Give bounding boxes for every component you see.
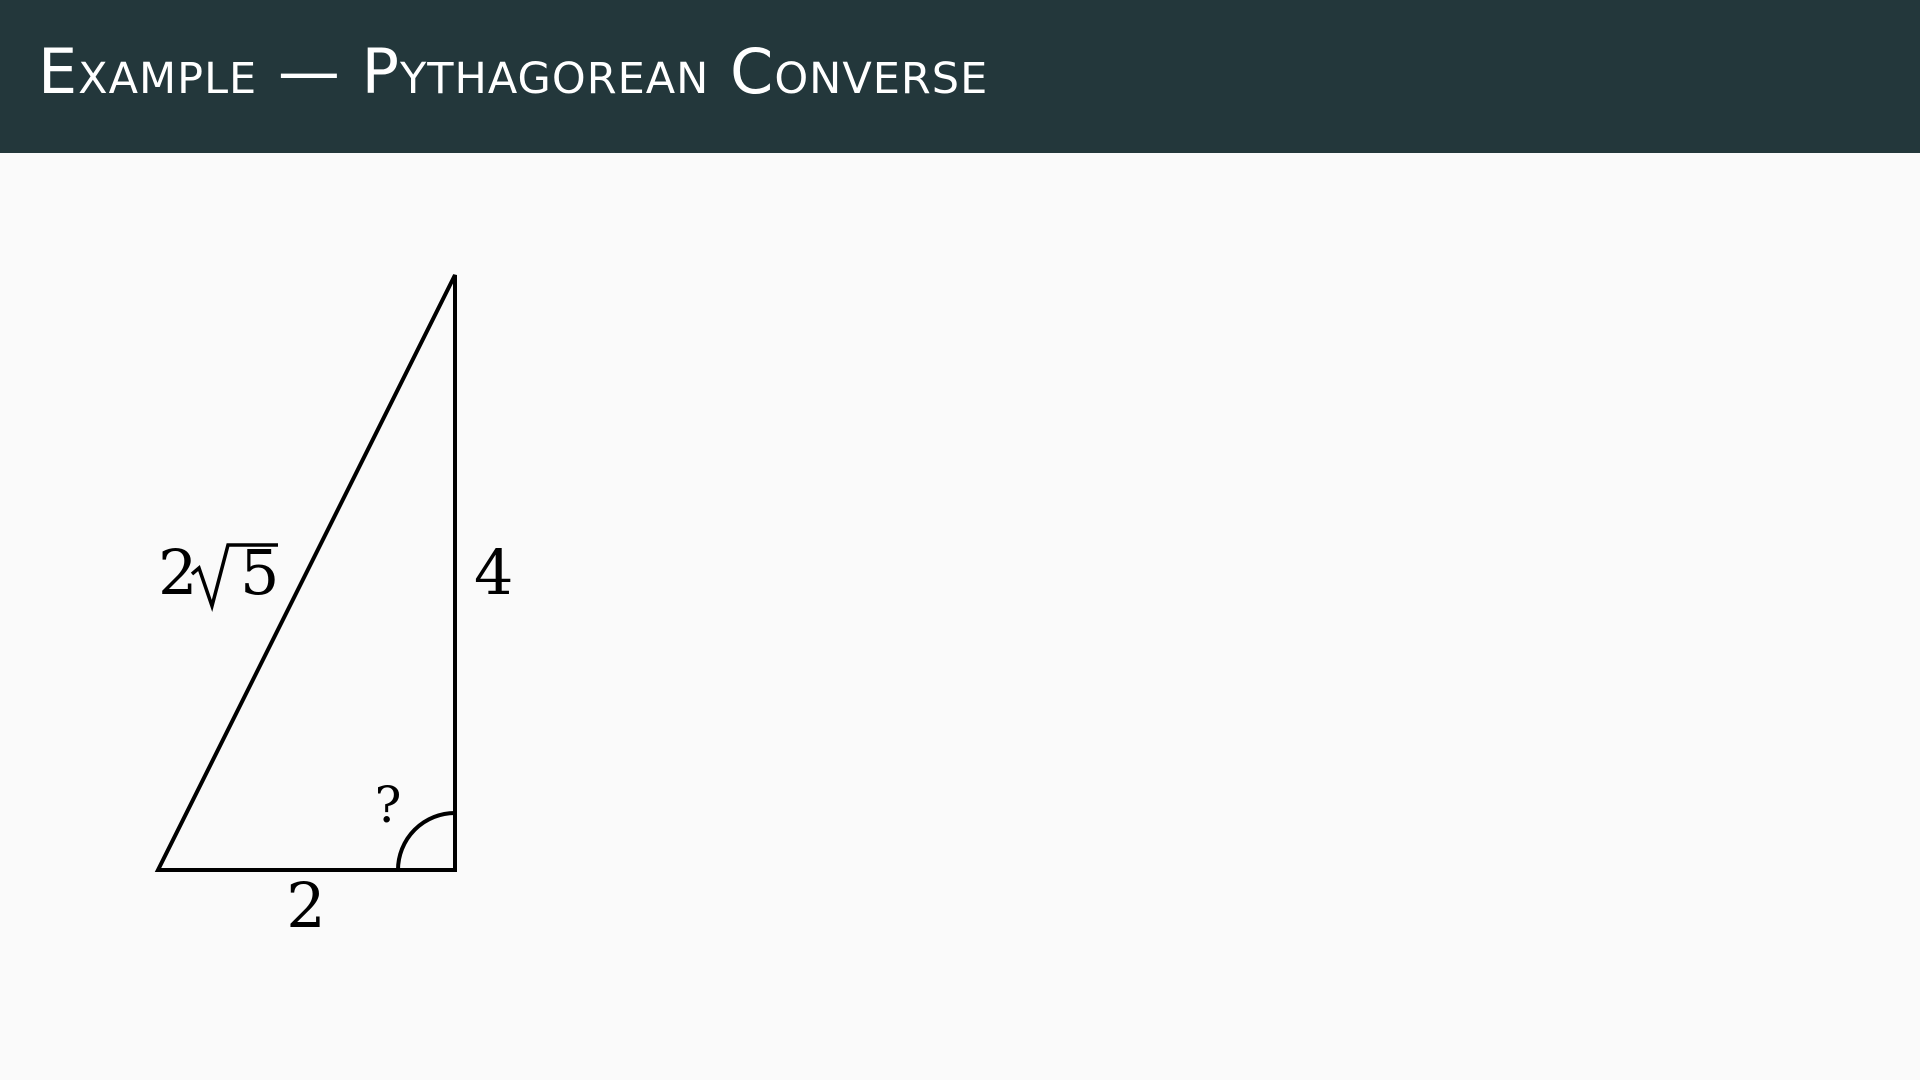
angle-arc: [396, 811, 456, 871]
hypotenuse-radicand: 5: [240, 536, 279, 609]
vertical-side-label: 4: [474, 536, 513, 609]
slide-title: Example — Pythagorean Converse: [38, 35, 989, 108]
radical-sign: [190, 543, 278, 613]
right-triangle: [154, 274, 457, 872]
hypotenuse-coefficient: 2: [158, 536, 197, 609]
title-bar: Example — Pythagorean Converse: [0, 0, 1920, 153]
angle-label: ?: [375, 776, 402, 834]
horizontal-side-label: 2: [286, 869, 325, 942]
